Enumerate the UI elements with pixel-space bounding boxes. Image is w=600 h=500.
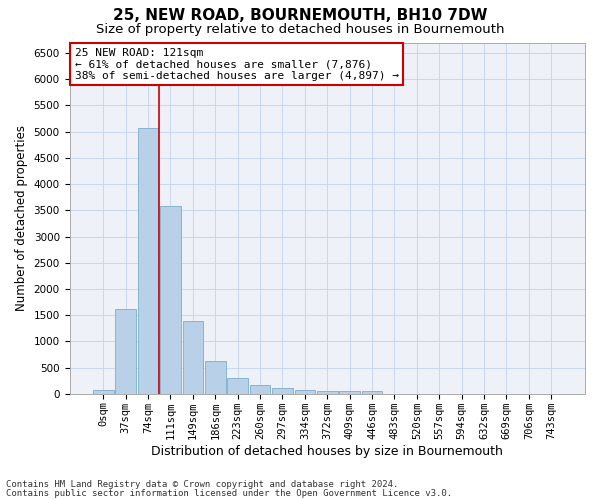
Text: Size of property relative to detached houses in Bournemouth: Size of property relative to detached ho… (96, 22, 504, 36)
Text: Contains public sector information licensed under the Open Government Licence v3: Contains public sector information licen… (6, 489, 452, 498)
Bar (182, 321, 203, 394)
Y-axis label: Number of detached properties: Number of detached properties (15, 125, 28, 311)
Text: Contains HM Land Registry data © Crown copyright and database right 2024.: Contains HM Land Registry data © Crown c… (6, 480, 398, 489)
Text: 25, NEW ROAD, BOURNEMOUTH, BH10 7DW: 25, NEW ROAD, BOURNEMOUTH, BH10 7DW (113, 8, 487, 22)
Bar (272, 388, 293, 394)
Bar (93, 390, 113, 394)
Bar (250, 386, 271, 394)
Bar (160, 206, 181, 394)
Bar (227, 378, 248, 394)
Bar (295, 390, 315, 394)
X-axis label: Distribution of detached houses by size in Bournemouth: Distribution of detached houses by size … (151, 444, 503, 458)
Text: 25 NEW ROAD: 121sqm
← 61% of detached houses are smaller (7,876)
38% of semi-det: 25 NEW ROAD: 121sqm ← 61% of detached ho… (74, 48, 398, 81)
Bar (205, 362, 226, 394)
Bar (317, 391, 338, 394)
Bar (115, 309, 136, 394)
Bar (362, 391, 382, 394)
Bar (138, 128, 158, 394)
Bar (340, 391, 360, 394)
